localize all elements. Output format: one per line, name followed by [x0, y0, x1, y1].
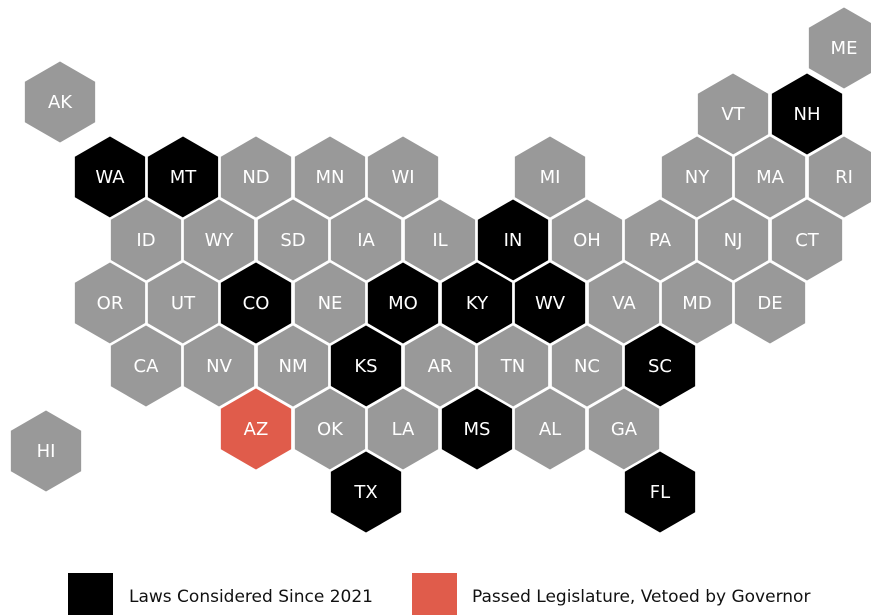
- state-label: FL: [650, 482, 670, 503]
- state-label: WA: [95, 167, 125, 188]
- state-label: NE: [318, 293, 343, 314]
- state-label: WV: [535, 293, 566, 314]
- state-label: AR: [428, 356, 453, 377]
- state-hex: [806, 4, 871, 92]
- state-label: SD: [280, 230, 305, 251]
- state-label: AL: [539, 419, 561, 440]
- state-hex: [622, 448, 698, 536]
- state-label: NM: [279, 356, 308, 377]
- state-label: NC: [574, 356, 600, 377]
- legend-swatch: [68, 573, 113, 615]
- state-label: MO: [388, 293, 418, 314]
- state-label: NV: [206, 356, 232, 377]
- state-label: PA: [649, 230, 672, 251]
- state-label: NJ: [724, 230, 743, 251]
- state-label: TX: [353, 482, 377, 503]
- state-label: IN: [504, 230, 523, 251]
- state-label: DE: [757, 293, 782, 314]
- legend-label: Laws Considered Since 2021: [129, 587, 373, 607]
- state-label: ID: [136, 230, 155, 251]
- state-label: KS: [354, 356, 377, 377]
- state-label: SC: [648, 356, 672, 377]
- state-label: MS: [464, 419, 491, 440]
- state-label: GA: [611, 419, 638, 440]
- state-label: CO: [243, 293, 270, 314]
- state-label: TN: [500, 356, 525, 377]
- state-hex: [8, 407, 84, 495]
- state-label: MD: [682, 293, 711, 314]
- state-label: HI: [37, 441, 56, 462]
- state-label: MT: [170, 167, 198, 188]
- legend-swatch: [412, 573, 457, 615]
- state-label: KY: [466, 293, 489, 314]
- state-label: ND: [242, 167, 269, 188]
- state-label: NY: [685, 167, 710, 188]
- state-label: CT: [795, 230, 820, 251]
- state-label: AK: [48, 92, 73, 113]
- state-label: IA: [357, 230, 375, 251]
- state-label: IL: [432, 230, 447, 251]
- state-label: OK: [317, 419, 344, 440]
- state-label: RI: [835, 167, 853, 188]
- state-label: OR: [97, 293, 124, 314]
- state-label: OH: [573, 230, 601, 251]
- state-hex: [328, 448, 404, 536]
- state-label: MI: [540, 167, 561, 188]
- state-label: NH: [794, 104, 821, 125]
- state-label: WI: [391, 167, 414, 188]
- state-label: VT: [721, 104, 745, 125]
- state-label: AZ: [244, 419, 269, 440]
- state-label: VA: [612, 293, 636, 314]
- state-label: LA: [392, 419, 415, 440]
- state-label: MN: [316, 167, 345, 188]
- state-hex: [732, 259, 808, 347]
- legend-label: Passed Legislature, Vetoed by Governor: [472, 587, 810, 607]
- state-label: MA: [756, 167, 785, 188]
- state-label: CA: [134, 356, 160, 377]
- state-label: ME: [831, 38, 858, 59]
- state-label: UT: [171, 293, 196, 314]
- state-label: WY: [205, 230, 235, 251]
- state-hex: [22, 58, 98, 146]
